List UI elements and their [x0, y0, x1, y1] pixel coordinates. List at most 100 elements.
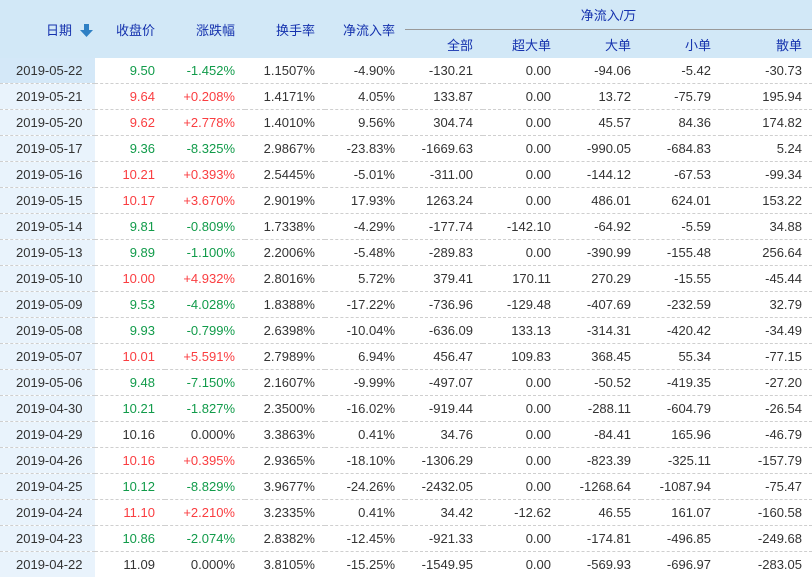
- cell-net-inflow-small: -696.97: [641, 551, 721, 577]
- table-header: 日期 收盘价 涨跌幅 换手率 净流入率 净流入/万 全部 超大单 大单 小单 散…: [0, 0, 812, 58]
- cell-net-inflow-xlarge: 0.00: [483, 187, 561, 214]
- cell-net-inflow-small: -684.83: [641, 135, 721, 162]
- cell-close-price: 11.10: [95, 499, 165, 526]
- column-header-close: 收盘价: [95, 0, 165, 58]
- cell-net-inflow-xlarge: 0.00: [483, 395, 561, 422]
- column-header-date-label: 日期: [45, 22, 72, 38]
- column-header-inflow-rate: 净流入率: [325, 0, 405, 58]
- cell-close-price: 9.64: [95, 83, 165, 110]
- table-row: 2019-05-21 9.64 +0.208% 1.4171% 4.05% 133.87 0…: [0, 83, 812, 110]
- cell-net-inflow-all: -736.96: [405, 291, 483, 318]
- cell-net-inflow-retail: -26.54: [721, 395, 812, 422]
- cell-net-inflow-large: -569.93: [561, 551, 641, 577]
- cell-net-inflow-rate: -12.45%: [325, 525, 405, 552]
- cell-turnover-rate: 2.7989%: [245, 343, 325, 370]
- cell-turnover-rate: 2.1607%: [245, 369, 325, 396]
- cell-net-inflow-small: 55.34: [641, 343, 721, 370]
- cell-close-price: 9.93: [95, 317, 165, 344]
- cell-net-inflow-xlarge: 0.00: [483, 239, 561, 266]
- cell-net-inflow-all: 133.87: [405, 83, 483, 110]
- cell-net-inflow-xlarge: 0.00: [483, 369, 561, 396]
- cell-date: 2019-04-24: [0, 499, 95, 526]
- cell-net-inflow-small: -75.79: [641, 83, 721, 110]
- cell-net-inflow-rate: -24.26%: [325, 473, 405, 500]
- cell-net-inflow-rate: -23.83%: [325, 135, 405, 162]
- cell-net-inflow-large: -174.81: [561, 525, 641, 552]
- cell-net-inflow-xlarge: 0.00: [483, 83, 561, 110]
- cell-close-price: 9.50: [95, 58, 165, 84]
- cell-close-price: 9.53: [95, 291, 165, 318]
- cell-turnover-rate: 2.9867%: [245, 135, 325, 162]
- table-row: 2019-04-25 10.12 -8.829% 3.9677% -24.26% -243…: [0, 473, 812, 500]
- cell-date: 2019-04-30: [0, 395, 95, 422]
- cell-net-inflow-small: -604.79: [641, 395, 721, 422]
- cell-net-inflow-all: -921.33: [405, 525, 483, 552]
- cell-net-inflow-large: -50.52: [561, 369, 641, 396]
- cell-net-inflow-large: 270.29: [561, 265, 641, 292]
- cell-net-inflow-small: -420.42: [641, 317, 721, 344]
- cell-net-inflow-retail: -157.79: [721, 447, 812, 474]
- cell-date: 2019-05-15: [0, 187, 95, 214]
- column-header-small-orders: 小单: [641, 29, 721, 58]
- cell-net-inflow-small: 165.96: [641, 421, 721, 448]
- cell-date: 2019-05-20: [0, 109, 95, 136]
- column-header-large-orders: 大单: [561, 29, 641, 58]
- cell-net-inflow-small: -67.53: [641, 161, 721, 188]
- table-row: 2019-05-06 9.48 -7.150% 2.1607% -9.99% -497.0…: [0, 369, 812, 396]
- cell-net-inflow-xlarge: 0.00: [483, 109, 561, 136]
- cell-date: 2019-04-26: [0, 447, 95, 474]
- cell-net-inflow-all: 304.74: [405, 109, 483, 136]
- cell-net-inflow-small: -155.48: [641, 239, 721, 266]
- cell-change-percent: -1.100%: [165, 239, 245, 266]
- cell-net-inflow-all: 34.42: [405, 499, 483, 526]
- cell-net-inflow-large: -314.31: [561, 317, 641, 344]
- cell-net-inflow-rate: -17.22%: [325, 291, 405, 318]
- cell-change-percent: -2.074%: [165, 525, 245, 552]
- cell-date: 2019-05-09: [0, 291, 95, 318]
- cell-net-inflow-rate: 0.41%: [325, 499, 405, 526]
- cell-net-inflow-rate: -15.25%: [325, 551, 405, 577]
- cell-change-percent: -0.799%: [165, 317, 245, 344]
- cell-net-inflow-large: -288.11: [561, 395, 641, 422]
- cell-change-percent: +4.932%: [165, 265, 245, 292]
- cell-net-inflow-all: -919.44: [405, 395, 483, 422]
- cell-turnover-rate: 1.4171%: [245, 83, 325, 110]
- cell-net-inflow-retail: -99.34: [721, 161, 812, 188]
- column-header-date[interactable]: 日期: [0, 0, 95, 58]
- cell-net-inflow-retail: -249.68: [721, 525, 812, 552]
- cell-date: 2019-05-17: [0, 135, 95, 162]
- cell-close-price: 9.36: [95, 135, 165, 162]
- cell-net-inflow-large: -823.39: [561, 447, 641, 474]
- cell-turnover-rate: 1.1507%: [245, 58, 325, 84]
- cell-net-inflow-all: 34.76: [405, 421, 483, 448]
- cell-close-price: 10.16: [95, 447, 165, 474]
- table-row: 2019-05-07 10.01 +5.591% 2.7989% 6.94% 456.47…: [0, 343, 812, 370]
- sort-descending-icon[interactable]: [80, 23, 93, 37]
- table-row: 2019-05-20 9.62 +2.778% 1.4010% 9.56% 304.74 0…: [0, 109, 812, 136]
- cell-change-percent: -4.028%: [165, 291, 245, 318]
- table-row: 2019-04-24 11.10 +2.210% 3.2335% 0.41% 34.42-…: [0, 499, 812, 526]
- cell-net-inflow-xlarge: -12.62: [483, 499, 561, 526]
- table-row: 2019-05-14 9.81 -0.809% 1.7338% -4.29% -177.7…: [0, 213, 812, 240]
- cell-net-inflow-retail: 153.22: [721, 187, 812, 214]
- cell-turnover-rate: 2.6398%: [245, 317, 325, 344]
- cell-net-inflow-all: -177.74: [405, 213, 483, 240]
- column-group-net-inflow: 净流入/万: [405, 0, 812, 30]
- cell-net-inflow-large: -64.92: [561, 213, 641, 240]
- cell-net-inflow-xlarge: 0.00: [483, 58, 561, 84]
- cell-date: 2019-04-22: [0, 551, 95, 577]
- cell-net-inflow-all: 1263.24: [405, 187, 483, 214]
- column-header-change: 涨跌幅: [165, 0, 245, 58]
- cell-net-inflow-retail: -45.44: [721, 265, 812, 292]
- cell-net-inflow-retail: 32.79: [721, 291, 812, 318]
- cell-date: 2019-05-06: [0, 369, 95, 396]
- cell-turnover-rate: 1.4010%: [245, 109, 325, 136]
- cell-turnover-rate: 2.3500%: [245, 395, 325, 422]
- cell-net-inflow-xlarge: 0.00: [483, 161, 561, 188]
- cell-close-price: 9.48: [95, 369, 165, 396]
- cell-net-inflow-retail: -77.15: [721, 343, 812, 370]
- cell-date: 2019-05-07: [0, 343, 95, 370]
- cell-change-percent: +5.591%: [165, 343, 245, 370]
- cell-turnover-rate: 3.3863%: [245, 421, 325, 448]
- cell-date: 2019-05-14: [0, 213, 95, 240]
